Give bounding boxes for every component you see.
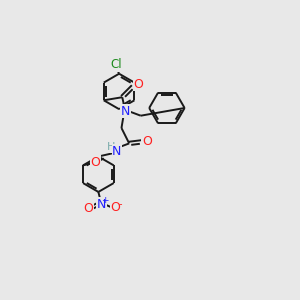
Text: O: O (134, 78, 143, 91)
Text: N: N (97, 198, 106, 211)
Text: Cl: Cl (110, 58, 122, 71)
Text: O: O (110, 201, 120, 214)
Text: N: N (121, 105, 130, 118)
Text: H: H (106, 142, 115, 152)
Text: O: O (142, 135, 152, 148)
Text: -: - (118, 199, 122, 209)
Text: +: + (102, 196, 109, 205)
Text: N: N (112, 145, 122, 158)
Text: O: O (90, 156, 100, 169)
Text: O: O (83, 202, 93, 214)
